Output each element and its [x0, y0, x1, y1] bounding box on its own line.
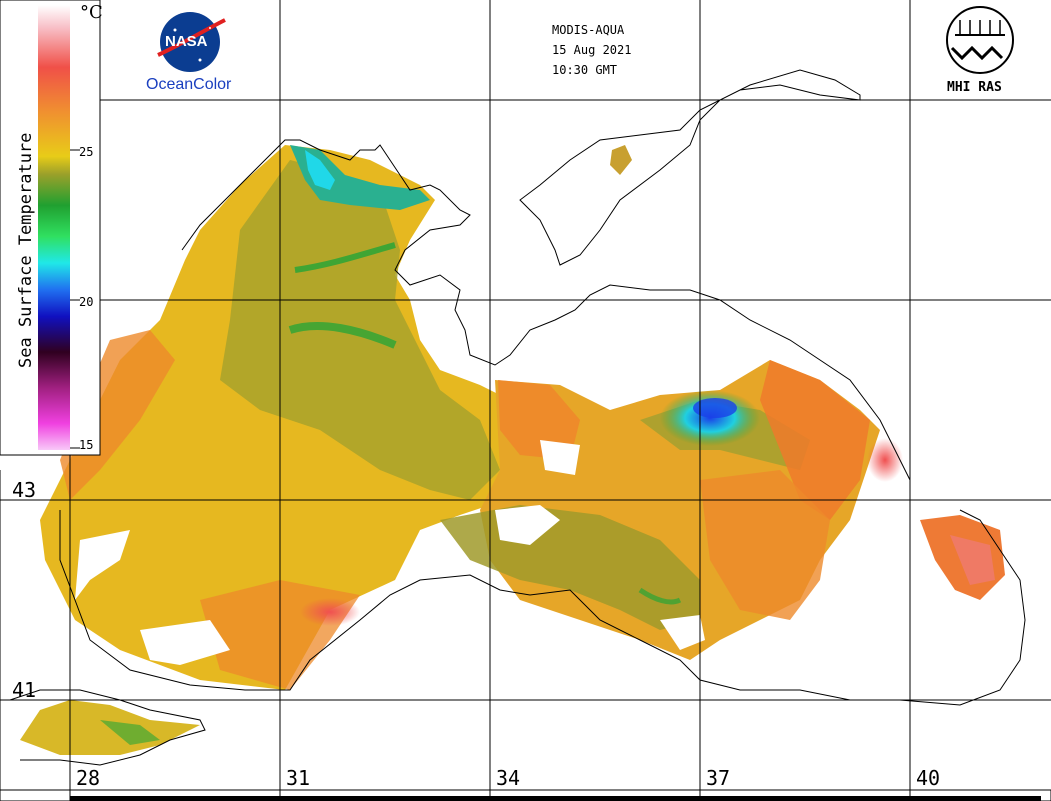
green-front-south — [638, 587, 682, 605]
coast-north — [181, 139, 911, 481]
coast-south — [59, 509, 1026, 706]
ruler-bottom — [0, 789, 1051, 801]
sea-east-patch-hot — [950, 535, 995, 585]
mhi-logo — [946, 6, 1014, 74]
cold-upwelling-north-core — [305, 150, 335, 190]
sea-warm-east — [760, 360, 870, 520]
nasa-logo-text: NASA — [165, 33, 208, 50]
sea-warm-turkey-north — [498, 380, 580, 460]
sensor-label: MODIS-AQUA — [552, 23, 625, 37]
sst-sea-field — [20, 145, 1005, 755]
cold-upwelling-north — [290, 145, 430, 210]
lat-label-43: 43 — [12, 478, 37, 502]
sea-warm-west-coast — [60, 330, 175, 500]
nasa-logo — [157, 12, 226, 72]
lon-label-37: 37 — [706, 766, 731, 790]
hotspot-east — [867, 438, 903, 482]
colorbar — [0, 0, 101, 456]
colorbar-tick-25: 25 — [79, 145, 94, 159]
lon-label-31: 31 — [286, 766, 311, 790]
mhi-ras-label: MHI RAS — [947, 80, 1002, 95]
colorbar-unit: °C — [80, 2, 103, 23]
date-label: 15 Aug 2021 — [552, 43, 632, 57]
time-label: 10:30 GMT — [552, 63, 618, 77]
ruler-bottom-bar — [70, 796, 1041, 801]
lon-label-28: 28 — [76, 766, 101, 790]
sea-marmara-green — [100, 720, 160, 745]
cloud-gap-south-2 — [140, 620, 230, 665]
azov-spot — [610, 145, 632, 175]
colorbar-tick-20: 20 — [79, 295, 94, 309]
cloud-gap-south-1 — [75, 530, 130, 600]
green-front-mid — [288, 321, 397, 349]
cloud-gap-east — [540, 440, 580, 475]
colorbar-tick-15: 15 — [79, 438, 94, 452]
hotspot-south — [300, 598, 360, 626]
coast-azov — [519, 69, 861, 266]
cold-core-east-blue — [693, 398, 737, 418]
coastline — [9, 69, 1026, 766]
colorbar-gradient — [38, 5, 70, 450]
lon-label-34: 34 — [496, 766, 521, 790]
oceancolor-label: OceanColor — [146, 76, 232, 93]
lon-label-40: 40 — [916, 766, 941, 790]
lat-label-41: 41 — [12, 678, 37, 702]
coast-marmara — [9, 689, 206, 766]
cloud-gap-mid — [495, 505, 560, 545]
green-front-north — [294, 242, 396, 273]
colorbar-title: Sea Surface Temperature — [16, 132, 36, 368]
cloud-gap-south-3 — [660, 615, 705, 650]
sea-warm-south-east — [700, 470, 830, 620]
